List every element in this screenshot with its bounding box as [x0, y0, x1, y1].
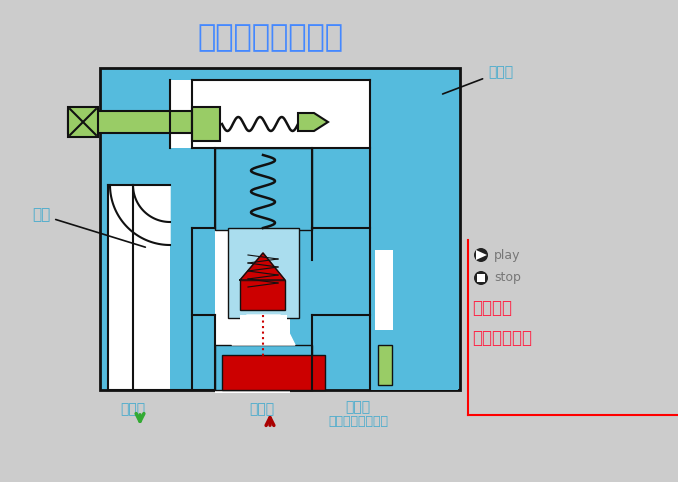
Bar	[192, 107, 220, 141]
Bar	[477, 274, 485, 282]
Bar	[68, 111, 192, 133]
Polygon shape	[110, 185, 170, 245]
Circle shape	[474, 248, 488, 262]
Bar	[370, 80, 458, 390]
Bar	[228, 228, 299, 318]
Polygon shape	[476, 250, 487, 260]
Text: 外控口: 外控口	[345, 400, 371, 414]
Bar	[215, 148, 290, 393]
Bar	[240, 315, 287, 345]
Text: play: play	[494, 249, 521, 262]
Text: 逐步显示: 逐步显示	[472, 299, 512, 317]
Polygon shape	[240, 253, 285, 280]
Text: stop: stop	[494, 271, 521, 284]
Text: 出油口: 出油口	[121, 402, 146, 416]
Bar	[215, 345, 312, 390]
Text: 主阀: 主阀	[32, 207, 145, 247]
Bar	[290, 148, 312, 328]
Bar	[228, 80, 312, 148]
Bar	[375, 250, 393, 330]
Bar	[108, 80, 170, 185]
Text: 先导阀: 先导阀	[443, 65, 513, 94]
Text: 当压力不高时: 当压力不高时	[472, 329, 532, 347]
Bar	[378, 345, 392, 385]
Bar	[240, 280, 285, 310]
FancyArrow shape	[298, 113, 328, 131]
Bar	[108, 80, 192, 148]
Bar	[222, 355, 325, 390]
Text: 进油口: 进油口	[250, 402, 275, 416]
Circle shape	[474, 271, 488, 285]
Bar	[192, 80, 377, 148]
Text: （一般是堵塞的）: （一般是堵塞的）	[328, 415, 388, 428]
Text: 当进油压力升高时: 当进油压力升高时	[197, 24, 343, 53]
Bar	[68, 107, 98, 137]
Bar	[108, 185, 170, 390]
Polygon shape	[232, 315, 295, 345]
Bar	[192, 148, 215, 328]
Bar	[215, 148, 312, 230]
Bar	[100, 68, 460, 390]
